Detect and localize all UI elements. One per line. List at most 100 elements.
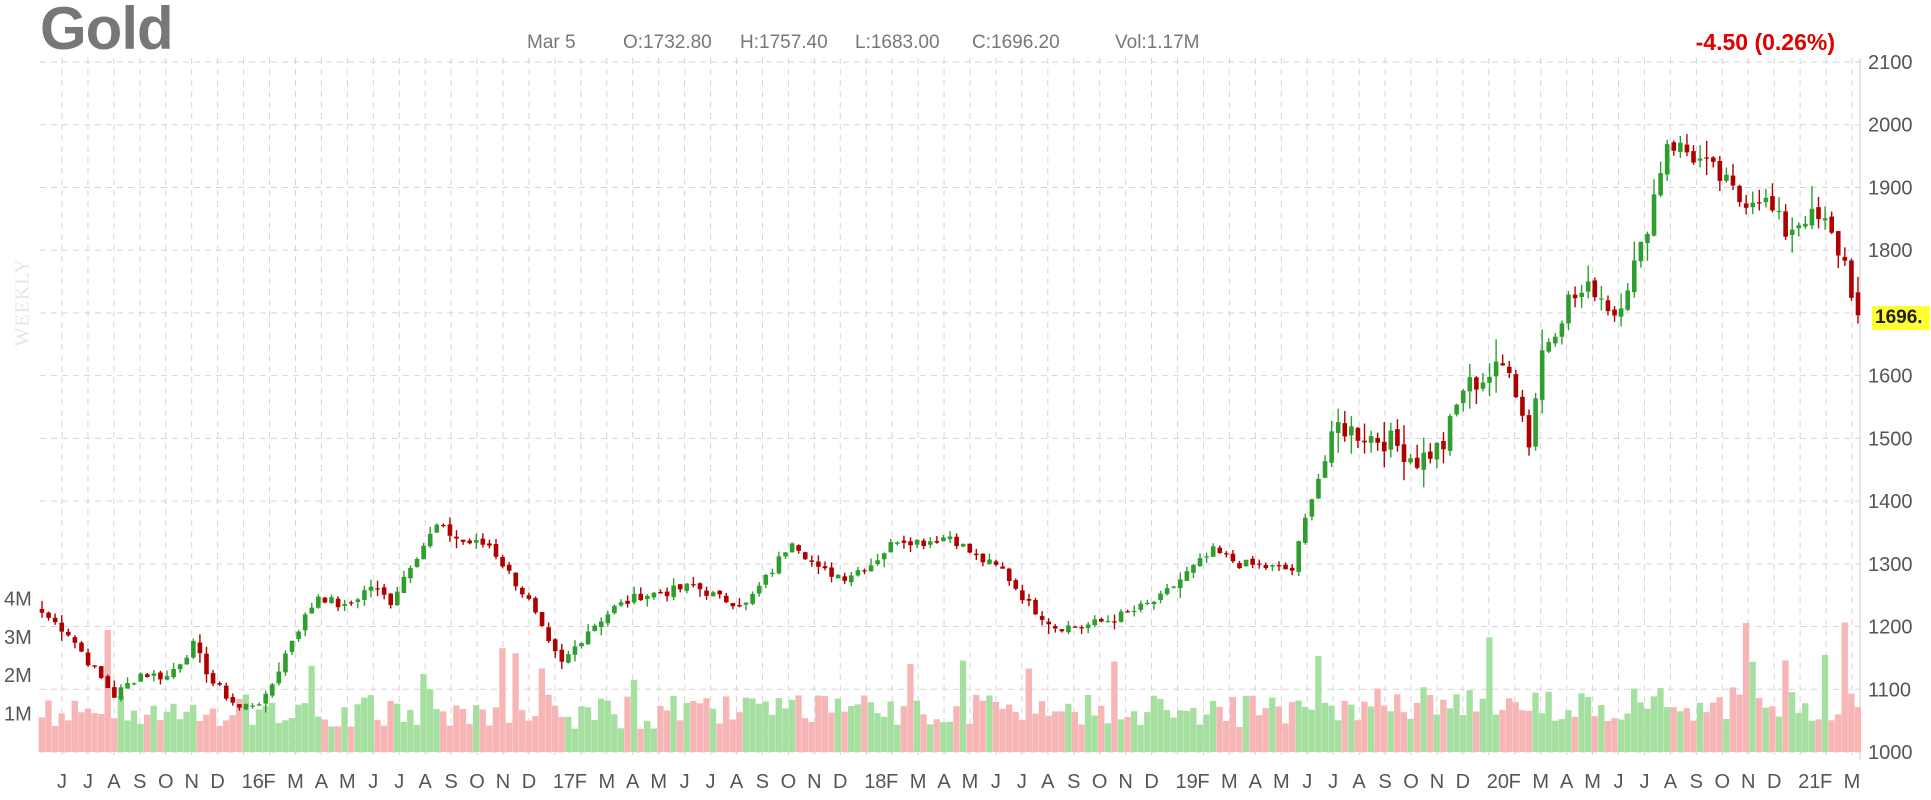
candle-body <box>1052 626 1058 629</box>
candle-body <box>855 570 861 576</box>
volume-bar <box>1084 694 1092 752</box>
candle-body <box>1822 218 1828 221</box>
candle-body <box>895 542 900 544</box>
volume-bar <box>1321 702 1329 752</box>
candle-body <box>730 603 736 607</box>
time-tick-label: M <box>650 771 667 793</box>
candle-body <box>1342 423 1348 437</box>
volume-bar <box>1361 701 1368 752</box>
volume-bar <box>51 725 59 752</box>
volume-bar <box>1762 707 1769 752</box>
volume-bar <box>1209 700 1217 752</box>
time-tick-label: A <box>626 771 640 793</box>
volume-bar <box>558 716 565 752</box>
candle-body <box>1506 366 1512 373</box>
price-tick-label: 1900 <box>1868 177 1913 199</box>
time-tick-label: J <box>1639 771 1649 793</box>
volume-bar <box>755 703 763 752</box>
volume-bar <box>1729 687 1737 752</box>
candle-body <box>118 687 124 700</box>
time-tick-label: M <box>1221 771 1238 793</box>
time-tick-label: M <box>962 771 979 793</box>
volume-bar <box>1341 700 1348 752</box>
time-tick-label: S <box>444 771 457 793</box>
volume-bar <box>821 696 829 752</box>
volume-bar <box>723 696 730 752</box>
candle-body <box>52 617 58 623</box>
volume-bar <box>973 694 980 752</box>
time-tick-label: J <box>1614 771 1624 793</box>
candle-body <box>151 673 157 676</box>
volume-bar <box>644 720 651 752</box>
time-tick-label: J <box>83 771 93 793</box>
candle-body <box>1520 396 1525 416</box>
candle-body <box>1362 440 1367 443</box>
candle-body <box>1375 437 1380 443</box>
candle-body <box>1099 618 1104 622</box>
candle-body <box>467 540 472 544</box>
time-tick-label: 20 <box>1487 771 1509 793</box>
candle-body <box>191 640 196 658</box>
volume-bar <box>1144 712 1151 752</box>
volume-bar <box>578 706 585 752</box>
volume-bar <box>45 700 52 752</box>
volume-bar <box>716 723 723 752</box>
volume-bar <box>1828 720 1835 752</box>
candle-body <box>138 673 143 682</box>
candle-body <box>1539 350 1545 400</box>
time-tick-label: D <box>1144 771 1158 793</box>
candle-body <box>1066 625 1071 633</box>
time-tick-label: J <box>1302 771 1312 793</box>
candle-body <box>1480 382 1486 389</box>
candle-body <box>1618 308 1624 317</box>
time-tick-label: F <box>263 771 275 793</box>
volume-bar <box>834 698 842 752</box>
candle-body <box>1059 629 1065 632</box>
price-tick-label: 1200 <box>1868 617 1913 639</box>
candle-body <box>1500 363 1505 366</box>
volume-bar <box>71 700 78 752</box>
candle-body <box>1651 194 1657 236</box>
candle-body <box>1645 233 1650 244</box>
candle-body <box>559 649 565 662</box>
volume-bar <box>255 709 263 752</box>
volume-bar <box>519 710 526 752</box>
volume-bar <box>696 703 703 752</box>
volume-bar <box>1407 718 1414 752</box>
volume-bar <box>801 718 809 752</box>
candle-body <box>355 599 361 603</box>
volume-bar <box>525 720 532 752</box>
volume-bar <box>104 630 111 752</box>
time-tick-label: S <box>133 771 146 793</box>
volume-bar <box>229 715 236 752</box>
volume-bar <box>1677 711 1684 752</box>
volume-bar <box>650 728 657 752</box>
volume-bar <box>262 705 269 752</box>
volume-bar <box>1723 719 1730 752</box>
candle-body <box>1118 611 1124 622</box>
candle-body <box>1783 211 1788 237</box>
time-tick-label: A <box>1352 771 1366 793</box>
candle-body <box>243 704 249 710</box>
price-tick-label: 1500 <box>1868 428 1913 450</box>
volume-bar <box>1749 661 1756 752</box>
candle-body <box>552 639 558 652</box>
candle-body <box>743 602 749 605</box>
candle-body <box>592 625 597 632</box>
candle-body <box>737 605 742 607</box>
candle-body <box>66 631 71 636</box>
candle-body <box>441 524 446 527</box>
volume-bar <box>815 695 822 752</box>
volume-bar <box>150 705 157 752</box>
volume-bar <box>762 701 769 752</box>
candle-body <box>237 704 242 708</box>
volume-bar <box>1348 704 1355 752</box>
volume-bar <box>933 719 940 752</box>
candle-body <box>954 536 959 547</box>
volume-bar <box>111 718 118 752</box>
volume-bar <box>1177 710 1184 752</box>
volume-bar <box>143 714 151 752</box>
candle-body <box>1329 431 1334 463</box>
candle-body <box>1585 281 1591 292</box>
